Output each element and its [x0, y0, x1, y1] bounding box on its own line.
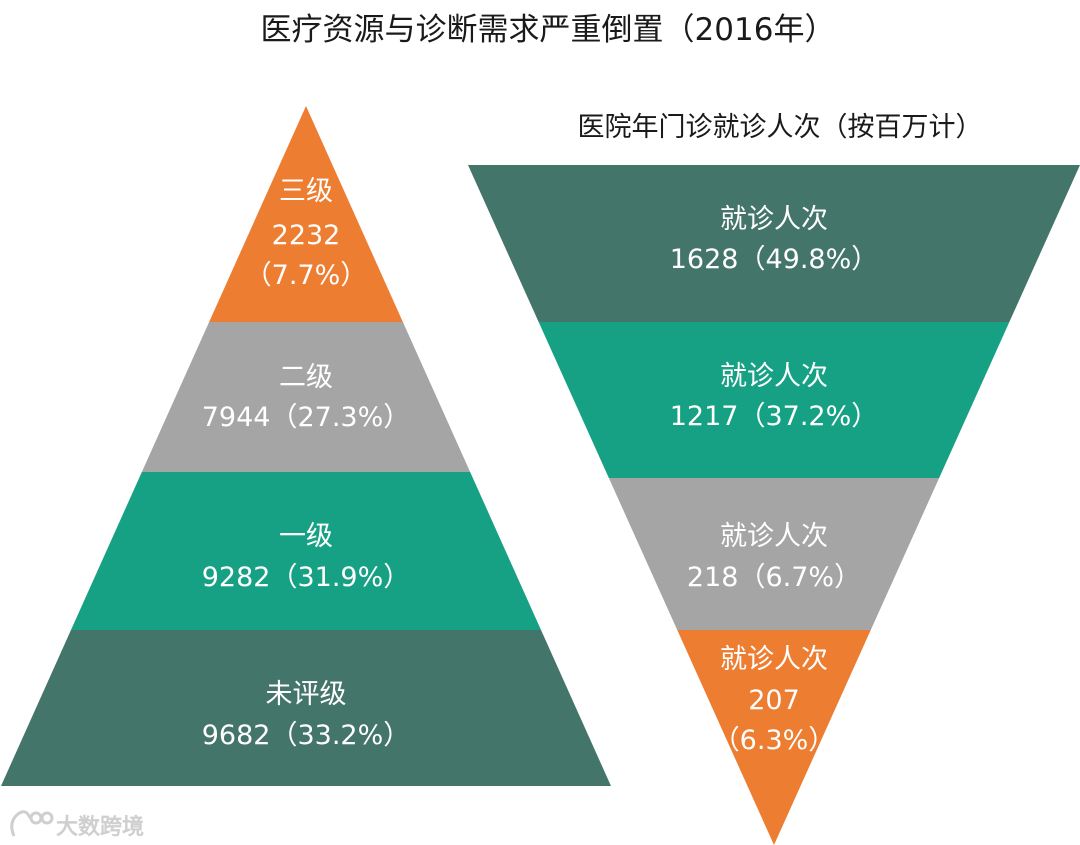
funnel-segment-value: 218（6.7%）: [687, 562, 861, 593]
funnel-chart: 就诊人次1628（49.8%）就诊人次1217（37.2%）就诊人次218（6.…: [468, 165, 1080, 845]
funnel-title: 医院年门诊就诊人次（按百万计）: [578, 112, 983, 143]
pyramid-segment-value: 2232: [272, 220, 341, 251]
funnel-segment-value: 1217（37.2%）: [670, 401, 879, 432]
pyramid-segment-value: 9282（31.9%）: [202, 562, 411, 593]
pyramid-percent: （31.9%）: [270, 562, 410, 593]
pyramid-value: 9682: [202, 720, 271, 751]
funnel-percent: （6.7%）: [738, 562, 861, 593]
pyramid-percent: （27.3%）: [270, 402, 410, 433]
pyramid-segment-percent: （7.7%）: [245, 260, 368, 291]
chart-title: 医疗资源与诊断需求严重倒置（2016年）: [261, 12, 836, 48]
funnel-value: 1217: [670, 401, 739, 432]
funnel-value: 1628: [670, 244, 739, 275]
funnel-percent: （37.2%）: [738, 401, 878, 432]
funnel-segment-percent: （6.3%）: [713, 725, 836, 756]
pyramid-percent: （33.2%）: [270, 720, 410, 751]
funnel-segment: [538, 322, 1010, 478]
funnel-segment: [608, 478, 940, 630]
pyramid-segment: [141, 322, 471, 472]
pyramid-segment: [70, 472, 542, 630]
pyramid-segment-label: 三级: [279, 176, 333, 207]
pyramid-segment-value: 9682（33.2%）: [202, 720, 411, 751]
funnel-segment-label: 就诊人次: [720, 361, 828, 392]
watermark-text: 大数跨境: [56, 814, 144, 840]
funnel-segment-value: 207: [748, 685, 800, 716]
watermark-logo-icon: [10, 810, 54, 837]
pyramid-segment-label: 二级: [279, 362, 333, 393]
pyramid-segment-value: 7944（27.3%）: [202, 402, 411, 433]
funnel-segment-label: 就诊人次: [720, 644, 828, 675]
funnel-segment-value: 1628（49.8%）: [670, 244, 879, 275]
funnel-segment-label: 就诊人次: [720, 204, 828, 235]
funnel-segment: [677, 630, 871, 845]
pyramid-value: 9282: [202, 562, 271, 593]
pyramid-segment-label: 未评级: [266, 679, 347, 710]
funnel-value: 218: [687, 562, 739, 593]
funnel-segment-label: 就诊人次: [720, 521, 828, 552]
funnel-segment: [468, 165, 1080, 322]
pyramid-segment-label: 一级: [279, 521, 333, 552]
pyramid-segment: [1, 630, 611, 786]
pyramid-chart: 三级 2232 （7.7%） 二级 7944（27.3%） 一级 9282（31.9%） 未评…: [1, 106, 611, 786]
funnel-percent: （49.8%）: [738, 244, 878, 275]
pyramid-value: 7944: [202, 402, 271, 433]
watermark: 大数跨境: [10, 810, 144, 840]
pyramid-segment: [209, 106, 403, 322]
